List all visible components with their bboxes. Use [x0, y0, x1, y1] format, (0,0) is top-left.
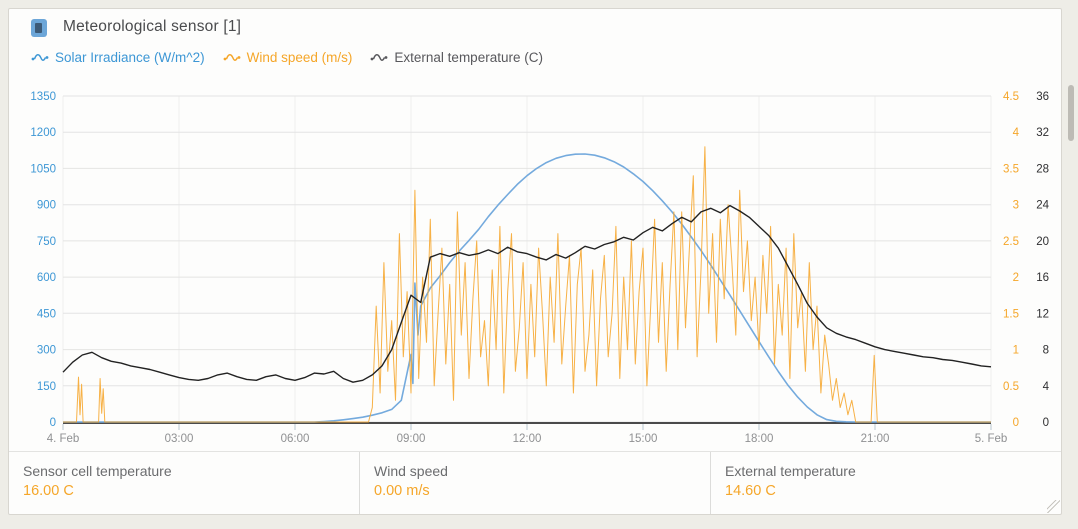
stat-2: External temperature 14.60 C	[710, 452, 1061, 514]
svg-text:8: 8	[1043, 345, 1049, 357]
svg-text:450: 450	[37, 308, 56, 320]
stat-1: Wind speed 0.00 m/s	[359, 452, 710, 514]
vertical-scrollbar-thumb[interactable]	[1068, 85, 1074, 141]
svg-text:2: 2	[1013, 272, 1019, 284]
svg-text:0: 0	[50, 417, 56, 429]
svg-text:36: 36	[1036, 91, 1049, 103]
stat-value: 14.60 C	[725, 483, 776, 499]
svg-text:4.5: 4.5	[1003, 91, 1019, 103]
svg-text:0: 0	[1013, 417, 1019, 429]
svg-text:4: 4	[1043, 381, 1050, 393]
svg-text:21:00: 21:00	[861, 433, 890, 445]
svg-text:24: 24	[1036, 200, 1049, 212]
svg-text:1200: 1200	[30, 127, 56, 139]
stat-label: External temperature	[725, 463, 856, 479]
wave-line-icon	[223, 54, 241, 61]
svg-text:09:00: 09:00	[397, 433, 426, 445]
sensor-device-icon-screen	[35, 23, 42, 33]
wave-line-icon	[31, 54, 49, 61]
legend-label: External temperature (C)	[394, 50, 543, 65]
svg-text:2.5: 2.5	[1003, 236, 1019, 248]
svg-text:0: 0	[1043, 417, 1049, 429]
stat-0: Sensor cell temperature 16.00 C	[9, 452, 359, 514]
legend-item-1[interactable]: Wind speed (m/s)	[223, 50, 353, 65]
svg-text:4. Feb: 4. Feb	[47, 433, 80, 445]
svg-text:5. Feb: 5. Feb	[975, 433, 1008, 445]
svg-text:0.5: 0.5	[1003, 381, 1019, 393]
svg-text:600: 600	[37, 272, 56, 284]
legend-label: Wind speed (m/s)	[246, 50, 353, 65]
svg-text:1050: 1050	[30, 163, 56, 175]
stat-value: 16.00 C	[23, 483, 74, 499]
svg-text:20: 20	[1036, 236, 1049, 248]
svg-text:3.5: 3.5	[1003, 163, 1019, 175]
legend-item-0[interactable]: Solar Irradiance (W/m^2)	[31, 50, 205, 65]
svg-text:15:00: 15:00	[629, 433, 658, 445]
svg-text:06:00: 06:00	[281, 433, 310, 445]
stats-footer: Sensor cell temperature 16.00 C Wind speed…	[9, 451, 1061, 514]
svg-text:3: 3	[1013, 200, 1019, 212]
svg-text:18:00: 18:00	[745, 433, 774, 445]
svg-text:150: 150	[37, 381, 56, 393]
svg-text:16: 16	[1036, 272, 1049, 284]
sensor-widget-card: Meteorological sensor [1] Solar Irradian…	[8, 8, 1062, 515]
svg-text:300: 300	[37, 345, 56, 357]
stat-value: 0.00 m/s	[374, 483, 430, 499]
svg-text:900: 900	[37, 200, 56, 212]
svg-text:750: 750	[37, 236, 56, 248]
svg-text:1.5: 1.5	[1003, 308, 1019, 320]
chart-plot-area[interactable]: 4. Feb 03:00 06:00 09:00 12:00 15:00 18:00 21:0…	[9, 86, 1063, 452]
widget-title: Meteorological sensor [1]	[63, 18, 242, 35]
stat-label: Wind speed	[374, 463, 448, 479]
wave-line-icon	[371, 54, 388, 61]
svg-text:1350: 1350	[30, 91, 56, 103]
legend-item-2[interactable]: External temperature (C)	[370, 50, 543, 65]
chart-legend: Solar Irradiance (W/m^2) Wind speed (m/s)…	[31, 50, 543, 65]
resize-handle[interactable]	[1047, 500, 1060, 513]
sensor-device-icon	[31, 19, 47, 37]
svg-text:28: 28	[1036, 163, 1049, 175]
svg-text:4: 4	[1013, 127, 1020, 139]
stat-label: Sensor cell temperature	[23, 463, 172, 479]
widget-header: Meteorological sensor [1]	[9, 9, 1061, 51]
svg-text:1: 1	[1013, 345, 1019, 357]
svg-text:32: 32	[1036, 127, 1049, 139]
svg-text:12: 12	[1036, 308, 1049, 320]
svg-text:03:00: 03:00	[165, 433, 194, 445]
legend-label: Solar Irradiance (W/m^2)	[55, 50, 205, 65]
svg-text:12:00: 12:00	[513, 433, 542, 445]
